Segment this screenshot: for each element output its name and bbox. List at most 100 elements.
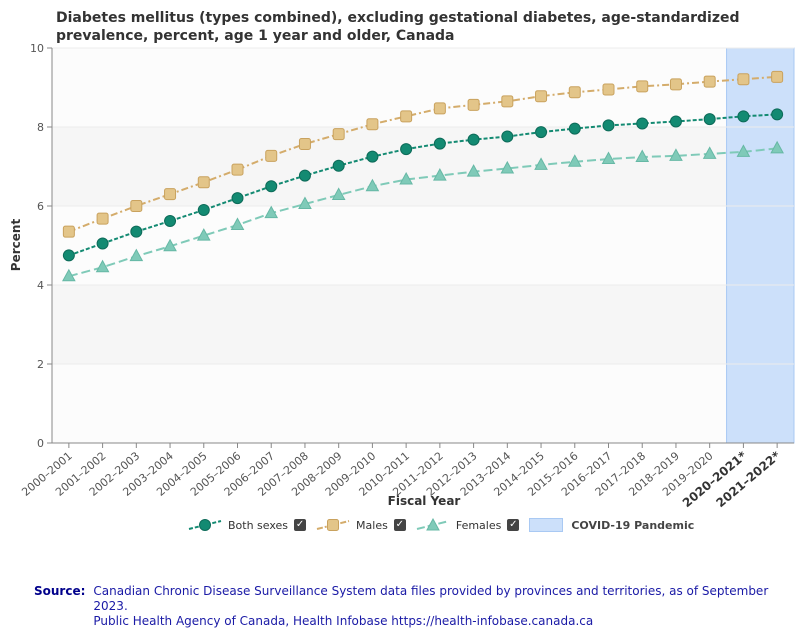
- legend-item-both-sexes[interactable]: Both sexes ✓: [188, 518, 307, 532]
- data-point: [95, 259, 110, 273]
- data-point: [433, 102, 446, 115]
- data-point: [567, 154, 582, 167]
- data-point: [265, 149, 278, 162]
- background-band: [52, 206, 794, 285]
- data-point: [164, 188, 177, 201]
- data-point: [62, 225, 75, 238]
- data-point: [230, 217, 245, 230]
- data-point: [669, 115, 682, 128]
- data-point: [197, 203, 210, 216]
- data-point: [771, 70, 784, 83]
- checkbox-checked-icon[interactable]: ✓: [294, 519, 307, 531]
- legend-item-females[interactable]: Females ✓: [416, 518, 520, 532]
- legend-marker-square-icon: [316, 519, 350, 531]
- chart-series: [62, 70, 784, 282]
- checkbox-checked-icon[interactable]: ✓: [507, 519, 520, 531]
- source-text: Canadian Chronic Disease Surveillance Sy…: [93, 584, 800, 629]
- data-point: [365, 178, 380, 192]
- data-point: [602, 83, 615, 96]
- series-females: [62, 140, 784, 282]
- data-point: [669, 148, 683, 161]
- background-band: [52, 127, 794, 206]
- data-point: [568, 122, 581, 135]
- data-point: [332, 128, 345, 141]
- data-point: [703, 113, 716, 126]
- data-point: [62, 249, 75, 262]
- chart-legend: Both sexes ✓ Males ✓ Females ✓ COVID-19 …: [188, 518, 704, 532]
- data-point: [636, 117, 649, 130]
- data-point: [298, 169, 311, 182]
- data-point: [96, 212, 109, 225]
- y-tick-label: 2: [37, 358, 44, 371]
- data-point: [196, 228, 211, 241]
- data-point: [602, 119, 615, 132]
- chart-background-bands: [52, 48, 794, 443]
- data-point: [265, 180, 278, 193]
- legend-marker-triangle-icon: [416, 518, 450, 531]
- legend-item-males[interactable]: Males ✓: [316, 518, 406, 532]
- background-band: [52, 364, 794, 443]
- covid-swatch: [529, 518, 564, 532]
- data-point: [231, 163, 244, 176]
- data-point: [500, 160, 515, 174]
- y-tick-label: 8: [37, 121, 44, 134]
- chart-title: Diabetes mellitus (types combined), excl…: [56, 10, 740, 44]
- data-point: [466, 164, 481, 177]
- data-point: [130, 200, 143, 212]
- data-point: [535, 90, 548, 103]
- legend-label-covid: COVID-19 Pandemic: [571, 518, 695, 532]
- data-point: [197, 176, 210, 189]
- data-point: [264, 205, 279, 219]
- data-point: [298, 137, 311, 150]
- data-point: [737, 110, 750, 123]
- data-point: [501, 130, 514, 143]
- data-point: [400, 110, 413, 123]
- covid-highlight-band: [726, 47, 795, 444]
- data-point: [96, 237, 109, 250]
- series-both-sexes: [62, 108, 784, 262]
- data-point: [433, 137, 446, 150]
- data-point: [534, 157, 548, 170]
- data-point: [399, 171, 413, 185]
- series-males: [62, 70, 784, 238]
- series-line: [68, 75, 778, 233]
- data-point: [433, 168, 447, 181]
- data-point: [130, 225, 143, 238]
- background-band: [52, 48, 794, 127]
- data-point: [770, 140, 784, 154]
- y-axis-label: Percent: [9, 219, 23, 272]
- data-point: [331, 187, 346, 200]
- data-point: [568, 86, 581, 99]
- chart-axes: [51, 48, 794, 444]
- series-line: [68, 113, 778, 257]
- data-point: [736, 144, 751, 157]
- data-point: [636, 80, 649, 93]
- y-tick-label: 4: [37, 279, 44, 292]
- data-point: [635, 149, 650, 163]
- legend-label-females: Females: [455, 518, 502, 532]
- background-band: [52, 285, 794, 364]
- data-point: [129, 248, 144, 262]
- y-tick-label: 6: [37, 200, 44, 213]
- source-label: Source:: [34, 584, 86, 598]
- data-point: [702, 146, 717, 159]
- source-line-1: Canadian Chronic Disease Surveillance Sy…: [93, 584, 769, 613]
- data-point: [366, 118, 379, 131]
- data-point: [501, 95, 514, 108]
- data-point: [62, 268, 76, 282]
- data-point: [366, 150, 379, 163]
- data-point: [669, 78, 682, 91]
- data-point: [163, 238, 177, 252]
- legend-item-covid[interactable]: COVID-19 Pandemic: [529, 518, 694, 532]
- y-axis-ticks: 0 2 4 6 8 10: [30, 42, 52, 450]
- source-line-2: Public Health Agency of Canada, Health I…: [93, 614, 594, 628]
- data-point: [535, 126, 548, 139]
- series-line: [68, 147, 778, 278]
- y-tick-label: 10: [30, 42, 44, 55]
- legend-label-both-sexes: Both sexes: [228, 518, 289, 532]
- data-point: [601, 151, 616, 164]
- source-note: Source: Canadian Chronic Disease Surveil…: [34, 584, 800, 629]
- checkbox-checked-icon[interactable]: ✓: [393, 519, 406, 531]
- data-point: [467, 133, 480, 146]
- data-point: [298, 196, 312, 210]
